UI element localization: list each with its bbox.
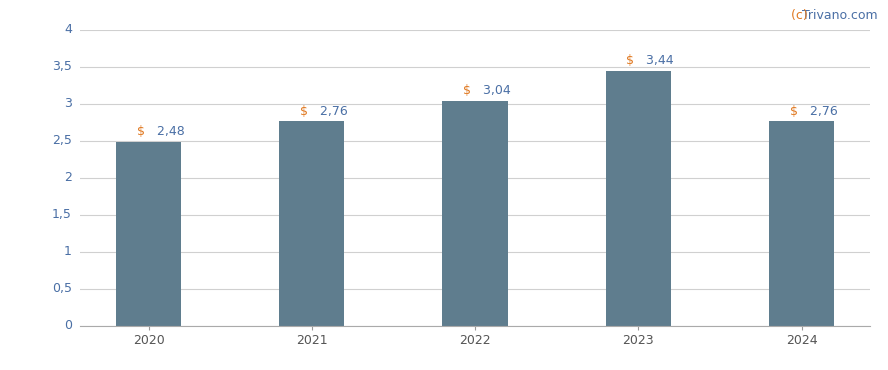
Text: 2,76: 2,76 — [312, 105, 347, 118]
Text: 2: 2 — [64, 171, 72, 184]
Text: (c): (c) — [791, 9, 812, 22]
Text: 3,44: 3,44 — [638, 54, 674, 67]
Text: $: $ — [789, 105, 802, 118]
Text: 3: 3 — [64, 97, 72, 110]
Text: $: $ — [626, 54, 638, 67]
Text: 3,04: 3,04 — [475, 84, 511, 97]
Text: 1: 1 — [64, 245, 72, 258]
Text: 2,76: 2,76 — [802, 105, 837, 118]
Bar — [442, 101, 508, 326]
Text: $: $ — [137, 125, 148, 138]
Text: 4: 4 — [64, 23, 72, 36]
Text: Trivano.com: Trivano.com — [802, 9, 877, 22]
Text: 2,5: 2,5 — [52, 134, 72, 147]
Text: 1,5: 1,5 — [52, 208, 72, 221]
Text: $: $ — [300, 105, 312, 118]
Bar — [769, 121, 835, 326]
Text: $: $ — [463, 84, 475, 97]
Text: 0,5: 0,5 — [52, 282, 72, 295]
Bar — [115, 142, 181, 326]
Text: 3,5: 3,5 — [52, 60, 72, 73]
Text: 2,48: 2,48 — [148, 125, 184, 138]
Bar — [606, 71, 671, 326]
Bar — [279, 121, 345, 326]
Text: 0: 0 — [64, 319, 72, 332]
